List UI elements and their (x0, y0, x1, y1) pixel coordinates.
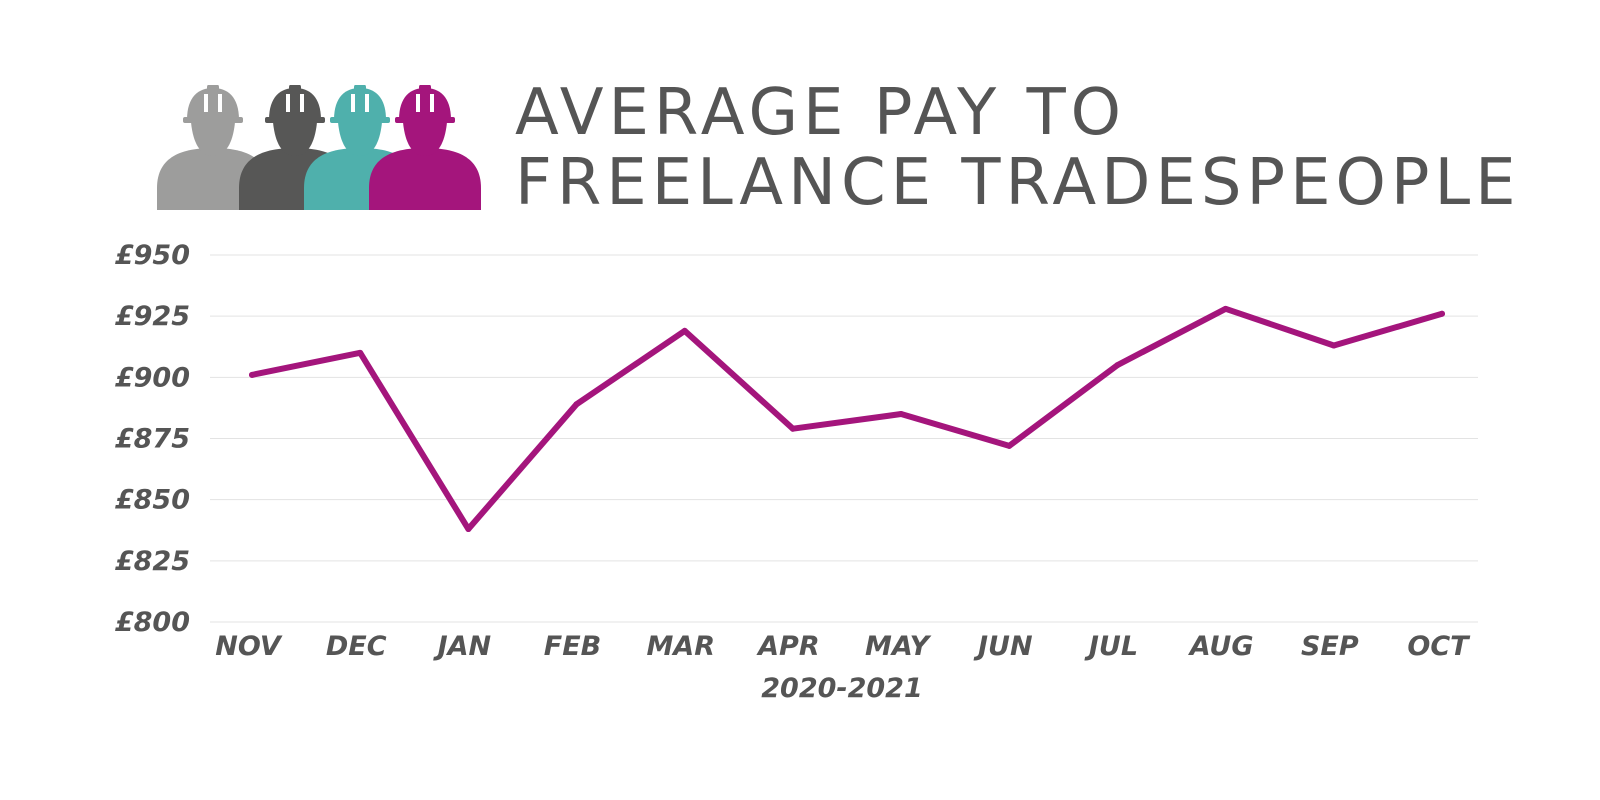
chart-header: AVERAGE PAY TO FREELANCE TRADESPEOPLE (0, 0, 1600, 220)
helmet-highlight-right (300, 94, 304, 112)
y-tick-label: £875 (115, 424, 190, 455)
y-axis-ticks: £950 £925 £900 £875 £850 £825 £800 (115, 240, 190, 638)
data-point (1439, 310, 1445, 317)
helmet-highlight-right (365, 94, 369, 112)
data-point (1006, 442, 1013, 449)
x-tick-label: JAN (433, 631, 492, 662)
data-point (249, 371, 255, 378)
worker-helmet-icon-grey (157, 85, 269, 210)
chart-title-line-1: AVERAGE PAY TO (515, 76, 1127, 150)
y-tick-label: £825 (115, 546, 190, 577)
helmet-highlight-right (430, 94, 434, 112)
x-axis-title: 2020-2021 (761, 673, 923, 704)
y-tick-label: £925 (115, 301, 190, 332)
data-point (573, 401, 580, 408)
y-tick-label: £950 (115, 240, 190, 271)
x-tick-label: NOV (215, 631, 283, 662)
x-tick-label: JUL (1084, 631, 1138, 662)
x-tick-label: SEP (1301, 631, 1359, 662)
y-tick-label: £850 (115, 485, 190, 516)
data-point (1330, 342, 1337, 349)
data-point (898, 411, 905, 418)
x-axis-ticks: NOV DEC JAN FEB MAR APR MAY JUN JUL AUG SEP OCT (215, 631, 1471, 662)
data-point (1222, 305, 1229, 312)
grid-lines (210, 254, 1478, 623)
worker-helmet-icon-magenta (369, 85, 481, 210)
workers-logo (157, 85, 481, 210)
x-tick-label: APR (756, 631, 819, 662)
x-tick-label: FEB (544, 631, 601, 662)
y-tick-label: £800 (115, 607, 190, 638)
x-tick-label: OCT (1407, 631, 1471, 662)
chart-title-line-2: FREELANCE TRADESPEOPLE (515, 146, 1521, 220)
x-tick-label: DEC (326, 631, 387, 662)
worker-helmet-icon-dark (239, 85, 351, 210)
x-tick-label: MAR (646, 631, 715, 662)
data-point (789, 425, 796, 432)
x-tick-label: AUG (1188, 631, 1254, 662)
helmet-highlight-left (286, 94, 290, 112)
series-line (249, 305, 1445, 533)
helmet-highlight-left (351, 94, 355, 112)
data-point (465, 526, 472, 533)
helmet-highlight-left (204, 94, 208, 112)
x-tick-label: MAY (865, 631, 932, 662)
data-point (357, 349, 364, 356)
data-point (681, 327, 688, 334)
y-tick-label: £900 (115, 362, 190, 393)
data-point (1114, 362, 1121, 369)
helmet-highlight-right (218, 94, 222, 112)
x-tick-label: JUN (973, 631, 1033, 662)
chart-title: AVERAGE PAY TO FREELANCE TRADESPEOPLE (515, 78, 1521, 218)
worker-helmet-icon-teal (304, 85, 416, 210)
helmet-highlight-left (416, 94, 420, 112)
data-points (249, 305, 1445, 533)
